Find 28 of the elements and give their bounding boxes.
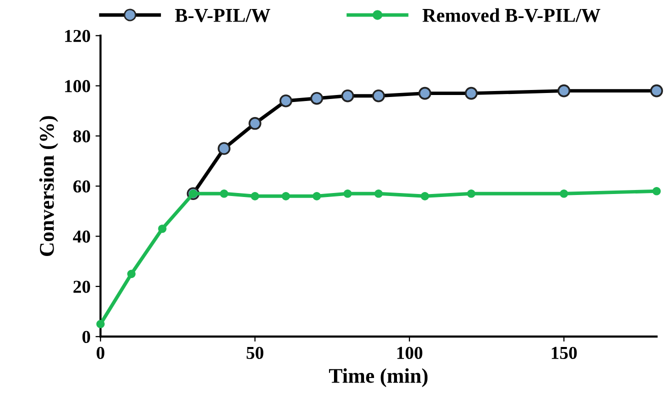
point [420, 192, 430, 200]
point [282, 192, 290, 200]
y-tick-label: 60 [73, 180, 90, 193]
point [312, 192, 321, 200]
y-tick-label: 0 [82, 330, 90, 344]
y-tick-label: 120 [65, 30, 90, 42]
y-axis-title: Conversion (%) [39, 116, 58, 256]
point [560, 189, 568, 198]
point [343, 189, 352, 198]
y-tick-label: 80 [73, 130, 90, 142]
point [96, 320, 105, 328]
point [220, 189, 228, 198]
point [652, 186, 661, 196]
point [467, 189, 476, 198]
y-tick-label: 100 [65, 80, 90, 92]
y-tick-label: 40 [72, 230, 90, 243]
x-tick-label: 100 [397, 346, 422, 360]
x-tick-label: 50 [246, 346, 264, 360]
point [374, 189, 383, 198]
point [250, 192, 260, 200]
x-axis-title: Time (min) [329, 368, 428, 388]
point [127, 270, 136, 278]
x-tick-label: 0 [96, 346, 104, 360]
y-tick-label: 20 [73, 280, 90, 293]
legend-label: Removed B-V-PIL/W [422, 8, 600, 22]
x-tick-label: 150 [552, 346, 577, 360]
point [158, 224, 166, 233]
legend-label: B-V-PIL/W [175, 8, 270, 22]
